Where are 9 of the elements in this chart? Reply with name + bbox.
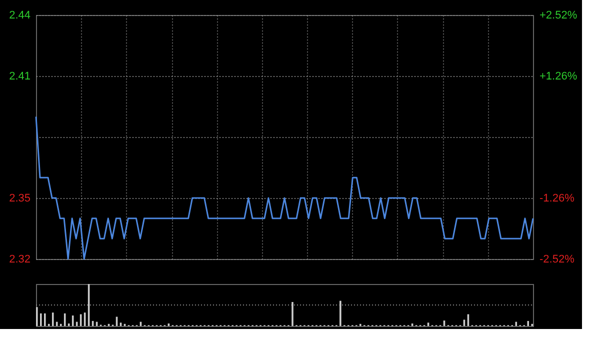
y-tick-label: 2.41	[9, 70, 30, 82]
y2-tick-label: +1.26%	[540, 70, 578, 82]
y-tick-label: 2.44	[9, 10, 30, 22]
y-tick-label: 2.32	[9, 254, 30, 266]
y2-tick-label: -1.26%	[540, 192, 575, 204]
y-tick-label: 2.35	[9, 192, 30, 204]
line-series	[35, 116, 534, 260]
y2-tick-label: -2.52%	[540, 254, 575, 266]
y2-tick-label: +2.52%	[540, 10, 578, 22]
